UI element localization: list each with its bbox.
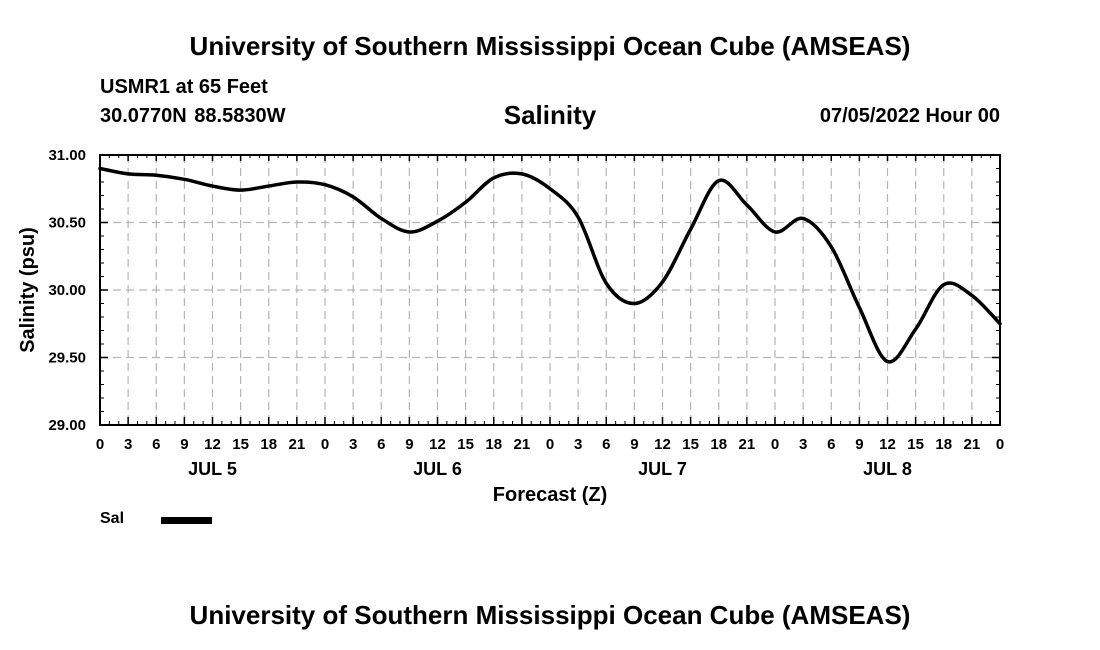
x-tick-label: 15 [232,436,249,453]
x-tick-label: 9 [855,436,863,453]
x-tick-label: 0 [546,436,554,453]
x-tick-label: 9 [630,436,638,453]
x-tick-label: 0 [996,436,1004,453]
day-label: JUL 7 [638,459,687,479]
day-label: JUL 8 [863,459,912,479]
x-axis-tick-labels: 0 3 6 9 12 15 18 21 0 3 6 9 12 15 18 21 0 3 6 9 12 15 18 21 0 3 6 9… [96,436,1004,453]
day-label: JUL 6 [413,459,462,479]
x-tick-label: 6 [827,436,835,453]
x-tick-label: 12 [429,436,446,453]
x-tick-label: 15 [907,436,924,453]
x-tick-label: 6 [152,436,160,453]
x-tick-label: 9 [405,436,413,453]
x-tick-label: 12 [204,436,221,453]
y-axis-tick-labels: 29.00 29.50 30.00 30.50 31.00 [48,147,86,434]
x-tick-label: 18 [935,436,952,453]
y-tick-label: 29.50 [48,350,86,367]
x-tick-label: 0 [96,436,104,453]
x-tick-label: 21 [289,436,306,453]
footer-title: University of Southern Mississippi Ocean… [189,600,911,630]
forecast-datetime: 07/05/2022 Hour 00 [819,105,1000,127]
day-labels: JUL 5 JUL 6 JUL 7 JUL 8 [188,459,912,479]
x-tick-label: 15 [457,436,474,453]
x-tick-label: 21 [514,436,531,453]
x-tick-label: 0 [321,436,329,453]
grid-lines [100,155,1000,425]
x-tick-label: 3 [799,436,807,453]
y-axis-label: Salinity (psu) [17,227,39,353]
salinity-series-line [98,166,1002,364]
x-axis-label: Forecast (Z) [493,484,607,506]
y-tick-label: 29.00 [48,417,86,434]
y-tick-label: 30.50 [48,215,86,232]
x-tick-label: 21 [739,436,756,453]
x-tick-label: 3 [574,436,582,453]
chart-title: Salinity [503,100,597,130]
x-tick-label: 15 [682,436,699,453]
axis-ticks [99,154,1001,426]
x-tick-label: 21 [964,436,981,453]
x-tick-label: 3 [349,436,357,453]
legend-line-swatch [161,517,212,524]
x-tick-label: 0 [771,436,779,453]
x-tick-label: 18 [485,436,502,453]
legend-label: Sal [100,510,125,527]
x-tick-label: 6 [602,436,610,453]
x-tick-label: 18 [710,436,727,453]
station-label: USMR1 at 65 Feet [100,76,268,98]
main-title: University of Southern Mississippi Ocean… [189,31,911,61]
day-label: JUL 5 [188,459,237,479]
x-tick-label: 3 [124,436,132,453]
x-tick-label: 12 [654,436,671,453]
y-tick-label: 30.00 [48,282,86,299]
station-coordinates: 30.0770N 88.5830W [100,105,286,127]
x-tick-label: 6 [377,436,385,453]
x-tick-label: 9 [180,436,188,453]
x-tick-label: 18 [260,436,277,453]
x-tick-label: 12 [879,436,896,453]
y-tick-label: 31.00 [48,147,86,164]
